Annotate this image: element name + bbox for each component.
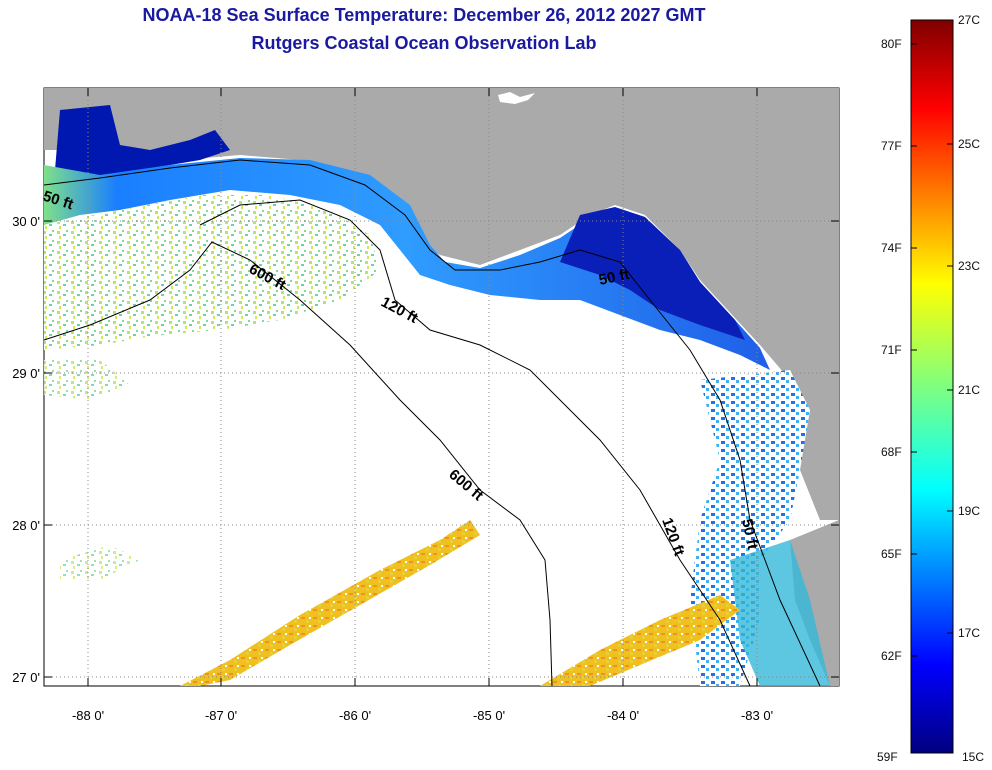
lat-label: 29 0': [12, 366, 40, 381]
lon-label: -88 0': [72, 708, 104, 723]
colorbar-label-c: 25C: [958, 137, 981, 151]
colorbar-label-f: 62F: [881, 649, 902, 663]
colorbar-label-f: 74F: [881, 241, 902, 255]
map-subtitle: Rutgers Coastal Ocean Observation Lab: [251, 33, 597, 53]
lat-label: 27 0': [12, 670, 40, 685]
lon-label: -85 0': [473, 708, 505, 723]
land-mass: [44, 88, 839, 520]
lat-label: 28 0': [12, 518, 40, 533]
big-bend-cold-water: [560, 207, 745, 340]
colorbar-label-c: 17C: [958, 626, 981, 640]
colorbar-label-f: 68F: [881, 445, 902, 459]
colorbar-label-f: 80F: [881, 37, 902, 51]
contour-label: 50 ft: [597, 266, 631, 289]
warm-patch: [60, 545, 140, 580]
gridlines: [44, 88, 839, 686]
colorbar-label-c: 27C: [958, 13, 981, 27]
colorbar-label-c: 19C: [958, 504, 981, 518]
lon-label: -87 0': [205, 708, 237, 723]
colorbar: [910, 19, 954, 754]
map-title: NOAA-18 Sea Surface Temperature: Decembe…: [142, 5, 706, 25]
colorbar-label-c: 23C: [958, 259, 981, 273]
lon-label: -83 0': [741, 708, 773, 723]
shelf-speckle-2: [44, 360, 130, 400]
axis-ticks: [44, 88, 839, 686]
longitude-labels: -88 0' -87 0' -86 0' -85 0' -84 0' -83 0…: [72, 708, 773, 723]
land-mass-south: [790, 520, 839, 686]
lat-label: 30 0': [12, 214, 40, 229]
bathymetry-contours: [43, 159, 821, 687]
lake: [498, 92, 535, 104]
warm-filament-west: [180, 520, 480, 686]
colorbar-ticks: [911, 19, 953, 657]
shelf-speckle: [44, 195, 380, 350]
colorbar-label-f: 65F: [881, 547, 902, 561]
lon-label: -84 0': [607, 708, 639, 723]
southern-coastal-water: [730, 540, 830, 686]
colorbar-label-c: 15C: [962, 750, 985, 764]
colorbar-label-f: 59F: [877, 750, 898, 764]
colorbar-label-f: 77F: [881, 139, 902, 153]
warm-filament-east: [540, 595, 740, 686]
contour-label: 50 ft: [738, 517, 761, 551]
lon-label: -86 0': [339, 708, 371, 723]
latitude-labels: 30 0' 29 0' 28 0' 27 0': [12, 214, 40, 685]
colorbar-label-c: 21C: [958, 383, 981, 397]
bay-mobile: [55, 105, 230, 180]
colorbar-label-f: 71F: [881, 343, 902, 357]
